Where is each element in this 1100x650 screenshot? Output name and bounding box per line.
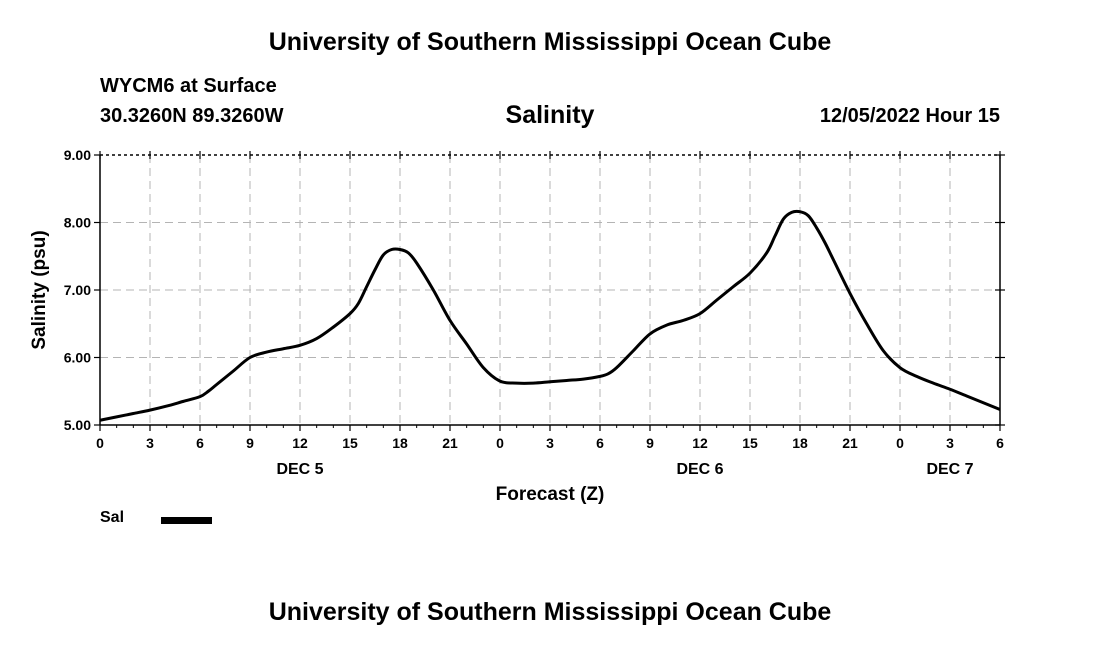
y-tick-label: 8.00 — [64, 215, 91, 231]
x-tick-label: 0 — [896, 435, 904, 451]
date-label: DEC 5 — [276, 461, 323, 478]
y-tick-label: 7.00 — [64, 282, 91, 298]
page-title: University of Southern Mississippi Ocean… — [268, 28, 832, 56]
x-tick-label: 21 — [842, 435, 858, 451]
x-tick-label: 18 — [392, 435, 408, 451]
legend-label: Sal — [100, 509, 125, 526]
x-tick-label: 21 — [442, 435, 458, 451]
chart-title: Salinity — [505, 101, 595, 129]
station-coordinates: 30.3260N 89.3260W — [100, 105, 284, 127]
x-tick-label: 12 — [292, 435, 308, 451]
x-tick-label: 3 — [946, 435, 954, 451]
y-tick-label: 9.00 — [64, 147, 91, 163]
x-tick-label: 0 — [496, 435, 504, 451]
date-label: DEC 7 — [926, 461, 973, 478]
x-tick-label: 9 — [246, 435, 254, 451]
station-name: WYCM6 at Surface — [100, 75, 277, 97]
y-axis-title: Salinity (psu) — [29, 230, 50, 349]
x-tick-label: 6 — [996, 435, 1004, 451]
footer-title: University of Southern Mississippi Ocean… — [268, 598, 832, 626]
x-axis-title: Forecast (Z) — [496, 484, 605, 505]
forecast-run-time: 12/05/2022 Hour 15 — [819, 105, 1000, 127]
x-tick-label: 3 — [546, 435, 554, 451]
x-tick-label: 18 — [792, 435, 808, 451]
x-tick-label: 15 — [342, 435, 358, 451]
x-tick-label: 6 — [596, 435, 604, 451]
y-tick-label: 5.00 — [64, 417, 91, 433]
x-tick-label: 0 — [96, 435, 104, 451]
date-label: DEC 6 — [676, 461, 723, 478]
x-tick-label: 15 — [742, 435, 758, 451]
y-tick-label: 6.00 — [64, 350, 91, 366]
x-tick-label: 3 — [146, 435, 154, 451]
x-tick-label: 12 — [692, 435, 708, 451]
legend-swatch — [161, 517, 212, 524]
x-tick-label: 6 — [196, 435, 204, 451]
x-tick-label: 9 — [646, 435, 654, 451]
series-line-sal — [99, 209, 1001, 422]
